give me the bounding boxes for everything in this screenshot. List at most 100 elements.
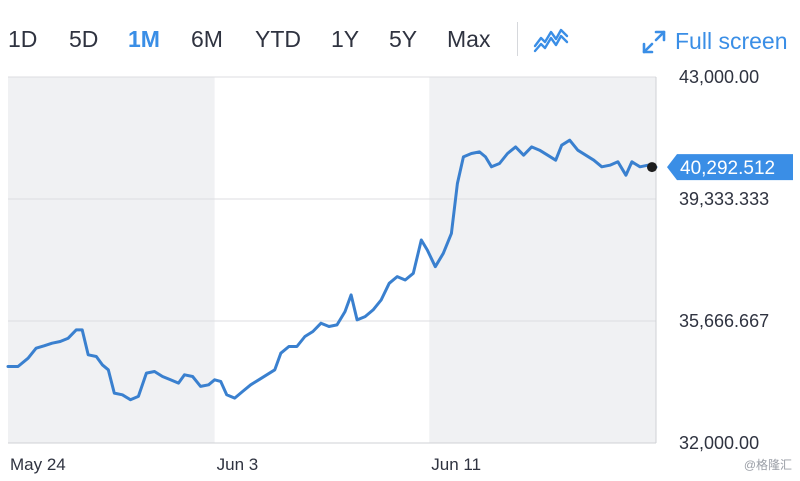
range-1d-button[interactable]: 1D: [8, 26, 38, 52]
data-point: [490, 165, 493, 168]
data-point: [576, 149, 579, 152]
toolbar-divider: [517, 22, 518, 56]
data-point: [191, 375, 194, 378]
data-point: [372, 309, 375, 311]
data-point: [404, 279, 407, 281]
range-max-button[interactable]: Max: [447, 26, 491, 52]
data-point: [161, 375, 164, 378]
data-point: [592, 159, 595, 162]
y-tick-label: 32,000.00: [679, 433, 759, 453]
x-tick-label: Jun 11: [431, 455, 481, 474]
data-point: [101, 363, 104, 366]
data-point: [273, 368, 276, 371]
data-point: [257, 378, 260, 381]
data-point: [470, 152, 473, 155]
data-point: [514, 145, 517, 148]
data-point: [241, 390, 244, 393]
range-ytd-button[interactable]: YTD: [255, 26, 301, 52]
data-point: [538, 149, 541, 152]
range-5y-button[interactable]: 5Y: [389, 26, 418, 52]
series-line: [6, 138, 658, 402]
range-1m-button[interactable]: 1M: [128, 26, 160, 52]
full-screen-label: Full screen: [675, 28, 788, 54]
data-point: [530, 145, 533, 148]
data-point: [344, 310, 346, 313]
data-point: [639, 165, 641, 168]
data-point: [388, 282, 391, 285]
line-chart-icon: [533, 28, 569, 53]
data-point: [35, 347, 37, 350]
watermark: @格隆汇: [743, 458, 792, 472]
data-point: [295, 345, 298, 348]
y-tick-label: 35,666.667: [679, 311, 769, 331]
data-point: [450, 232, 453, 235]
data-point: [631, 160, 633, 163]
data-point: [7, 365, 9, 368]
data-point: [75, 328, 78, 331]
data-point: [67, 337, 70, 340]
data-point: [396, 275, 399, 278]
data-point: [169, 378, 172, 381]
data-point: [328, 325, 330, 328]
data-point: [380, 299, 383, 301]
data-point: [137, 395, 140, 398]
data-point: [600, 165, 603, 168]
data-point: [412, 272, 415, 275]
data-point: [129, 398, 132, 401]
data-point: [356, 318, 358, 321]
data-point: [219, 380, 222, 383]
data-point: [546, 154, 549, 157]
data-point: [456, 182, 459, 185]
data-point: [312, 330, 314, 333]
data-point: [506, 152, 509, 155]
data-point: [95, 355, 98, 358]
data-point: [484, 155, 487, 158]
y-tick-label: 39,333.333: [679, 189, 769, 209]
data-point: [145, 372, 148, 375]
data-point: [522, 154, 525, 157]
last-value-marker: [647, 162, 657, 173]
data-point: [249, 383, 252, 386]
data-point: [183, 373, 186, 376]
data-point: [213, 378, 216, 381]
range-5d-button[interactable]: 5D: [69, 26, 99, 52]
data-point: [478, 150, 481, 153]
data-point: [59, 340, 62, 343]
data-point: [554, 159, 557, 162]
data-point: [199, 385, 202, 388]
data-point: [153, 370, 156, 373]
data-point: [279, 352, 282, 355]
data-point: [608, 164, 611, 167]
data-point: [265, 373, 268, 376]
data-point: [287, 345, 290, 348]
data-point: [81, 328, 84, 331]
data-point: [420, 239, 423, 241]
shaded-band: [8, 77, 215, 443]
data-point: [51, 342, 54, 345]
x-tick-label: Jun 3: [217, 455, 259, 474]
chart-type-button[interactable]: [533, 24, 569, 54]
data-point: [107, 368, 110, 371]
data-point: [625, 174, 627, 177]
data-point: [177, 382, 180, 385]
range-6m-button[interactable]: 6M: [191, 26, 223, 52]
last-value-label: 40,292.512: [680, 158, 775, 179]
data-point: [498, 162, 501, 165]
data-point: [442, 252, 445, 255]
data-point: [560, 144, 563, 147]
data-point: [233, 397, 236, 399]
data-point: [207, 383, 210, 386]
data-point: [87, 353, 90, 356]
data-point: [225, 393, 228, 396]
data-point: [121, 393, 124, 396]
data-point: [364, 315, 367, 318]
data-point: [43, 344, 46, 347]
y-tick-label: 43,000.00: [679, 67, 759, 87]
data-point: [320, 322, 322, 325]
range-1y-button[interactable]: 1Y: [331, 26, 360, 52]
data-point: [336, 323, 338, 326]
last-value-badge: [667, 154, 793, 181]
range-toolbar: 1D 5D 1M 6M YTD 1Y 5Y Max Full screen: [0, 0, 800, 72]
data-point: [434, 265, 437, 268]
